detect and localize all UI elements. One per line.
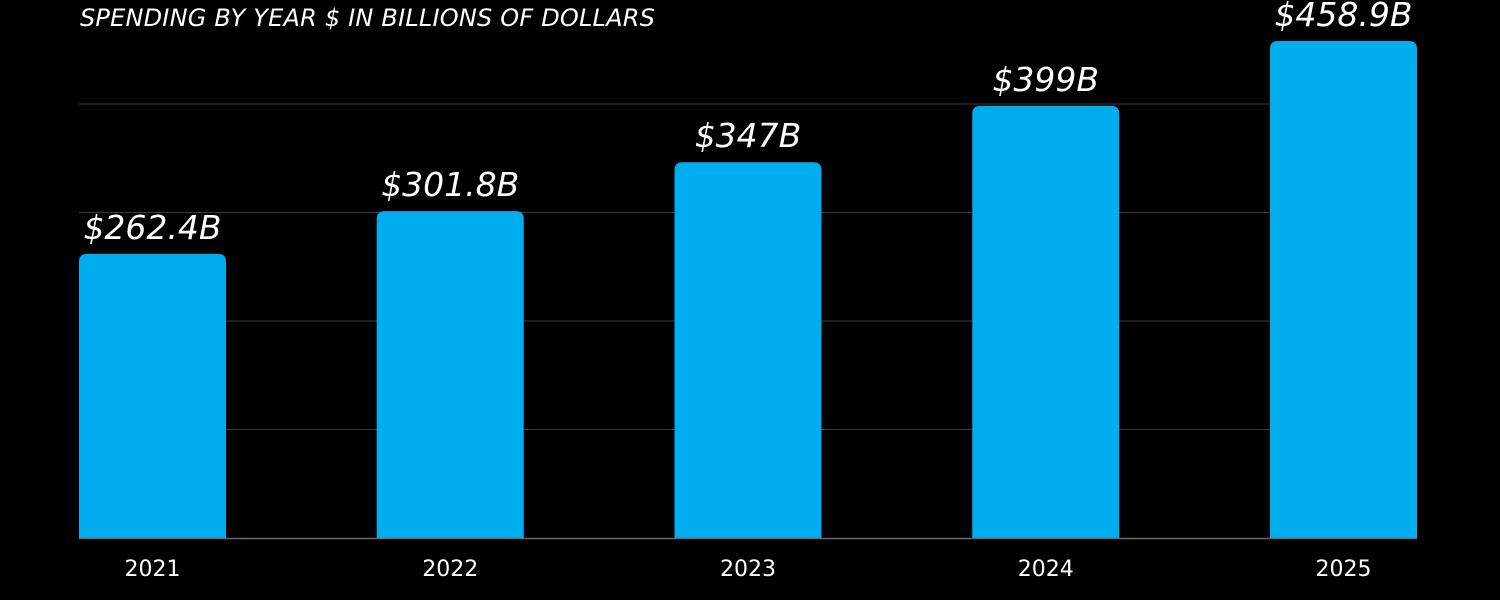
- value-label-2024: $399B: [992, 60, 1099, 99]
- x-tick-2023: 2023: [720, 557, 776, 582]
- x-tick-2021: 2021: [125, 557, 181, 582]
- bars: [79, 41, 1417, 539]
- value-label-2022: $301.8B: [381, 165, 519, 204]
- value-label-2021: $262.4B: [83, 208, 221, 247]
- chart-title: SPENDING BY YEAR $ IN BILLIONS OF DOLLAR…: [80, 4, 656, 32]
- bar-2023: [674, 162, 822, 538]
- bar-2024: [972, 105, 1120, 539]
- x-tick-2025: 2025: [1316, 557, 1372, 582]
- x-tick-2022: 2022: [422, 557, 478, 582]
- value-label-2025: $458.9B: [1274, 0, 1412, 34]
- bar-2021: [79, 253, 226, 538]
- x-tick-2024: 2024: [1018, 557, 1074, 582]
- bar-2025: [1270, 41, 1417, 538]
- value-labels: $262.4B $301.8B $347B $399B $458.9B: [83, 0, 1412, 247]
- bar-2022: [376, 211, 524, 538]
- x-tick-labels: 2021 2022 2023 2024 2025: [125, 557, 1372, 582]
- value-label-2023: $347B: [695, 116, 802, 155]
